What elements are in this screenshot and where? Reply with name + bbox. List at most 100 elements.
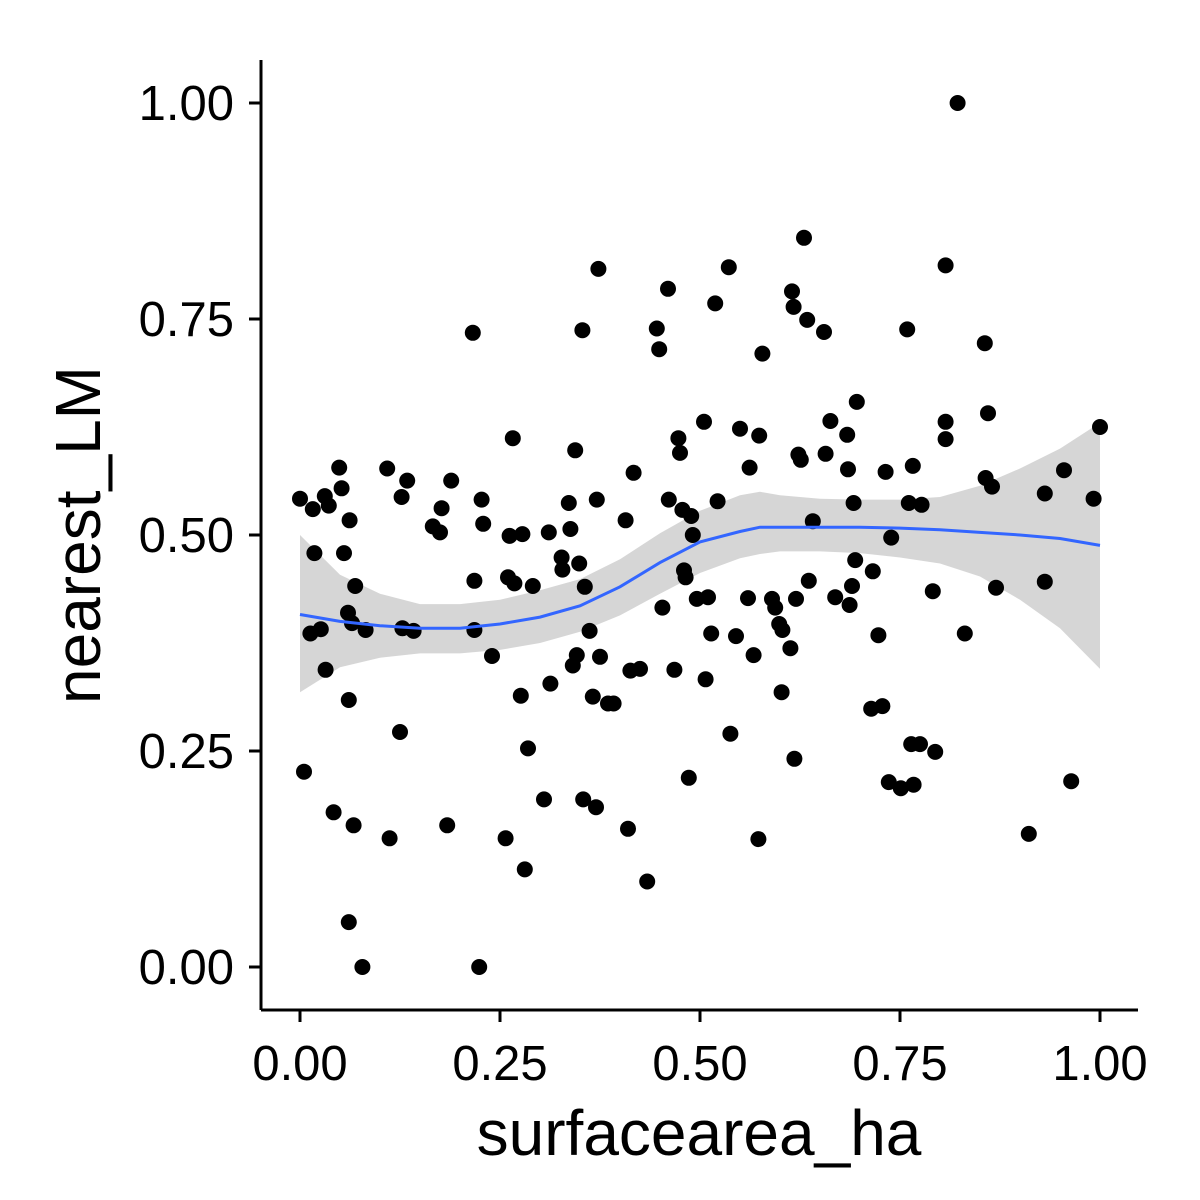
data-point bbox=[874, 698, 891, 715]
data-point bbox=[1020, 825, 1037, 842]
data-point bbox=[741, 459, 758, 476]
data-point bbox=[800, 572, 817, 589]
confidence-band-layer bbox=[300, 422, 1100, 693]
data-point bbox=[312, 621, 329, 638]
data-point bbox=[660, 491, 677, 508]
x-tick-label: 0.00 bbox=[252, 1037, 347, 1091]
data-point bbox=[648, 320, 665, 337]
data-point bbox=[433, 500, 450, 517]
data-point bbox=[464, 324, 481, 341]
data-point bbox=[864, 563, 881, 580]
data-point bbox=[632, 660, 648, 677]
data-point bbox=[892, 780, 909, 797]
data-point bbox=[804, 513, 821, 530]
y-tick-label: 0.75 bbox=[139, 293, 234, 347]
data-point bbox=[844, 578, 860, 594]
data-point bbox=[514, 526, 531, 543]
data-point bbox=[475, 515, 492, 532]
data-point bbox=[506, 575, 523, 592]
data-point bbox=[588, 799, 604, 816]
data-point bbox=[584, 688, 601, 705]
data-point bbox=[745, 647, 762, 664]
data-point bbox=[980, 405, 996, 422]
data-point bbox=[575, 791, 592, 808]
data-point bbox=[912, 736, 928, 753]
data-point bbox=[988, 579, 1004, 596]
data-point bbox=[840, 461, 856, 478]
data-point bbox=[466, 622, 483, 638]
data-point bbox=[504, 430, 521, 447]
data-point bbox=[1036, 573, 1053, 590]
data-point bbox=[672, 444, 688, 461]
data-point bbox=[883, 529, 900, 546]
data-point bbox=[683, 508, 700, 524]
smooth-line bbox=[299, 525, 1101, 630]
data-point bbox=[345, 817, 362, 834]
data-point bbox=[684, 527, 701, 543]
data-point bbox=[773, 684, 790, 701]
data-point bbox=[792, 451, 809, 468]
data-point bbox=[700, 589, 716, 606]
data-point bbox=[605, 695, 622, 712]
data-point bbox=[340, 914, 357, 931]
data-point bbox=[540, 524, 557, 541]
data-point bbox=[703, 625, 720, 642]
data-point bbox=[816, 324, 832, 340]
data-point bbox=[845, 495, 862, 511]
data-point bbox=[516, 861, 533, 878]
data-point bbox=[680, 769, 697, 786]
data-point bbox=[796, 229, 812, 246]
data-point bbox=[651, 341, 668, 358]
data-point bbox=[536, 791, 552, 808]
data-point bbox=[574, 322, 591, 339]
data-point bbox=[788, 590, 804, 607]
data-point bbox=[473, 491, 490, 508]
data-point bbox=[617, 512, 634, 529]
data-point bbox=[799, 311, 816, 328]
data-point bbox=[848, 393, 865, 410]
data-point bbox=[839, 426, 856, 443]
data-point bbox=[340, 692, 357, 708]
data-point bbox=[827, 589, 844, 606]
data-point bbox=[697, 671, 714, 688]
y-axis-title: nearest_LM bbox=[42, 366, 114, 704]
y-tick-label: 0.50 bbox=[139, 509, 234, 563]
data-point bbox=[654, 599, 671, 616]
data-point bbox=[822, 413, 839, 429]
data-point bbox=[1056, 462, 1072, 479]
data-point bbox=[581, 622, 598, 639]
data-point bbox=[520, 740, 536, 757]
data-point bbox=[984, 478, 1000, 495]
data-point bbox=[542, 675, 559, 692]
data-point bbox=[354, 959, 371, 975]
data-point bbox=[670, 430, 687, 447]
data-point bbox=[590, 260, 607, 277]
data-point bbox=[841, 597, 858, 613]
data-point bbox=[443, 472, 460, 489]
data-point bbox=[405, 622, 422, 639]
data-point bbox=[439, 817, 456, 834]
data-point bbox=[568, 647, 585, 664]
data-point bbox=[785, 298, 802, 315]
x-tick-label: 0.50 bbox=[652, 1037, 747, 1091]
data-point bbox=[331, 459, 348, 476]
data-point bbox=[677, 569, 694, 586]
data-point bbox=[304, 501, 321, 518]
data-point bbox=[317, 661, 334, 678]
data-point bbox=[784, 283, 800, 300]
data-point bbox=[913, 496, 930, 513]
data-point bbox=[320, 497, 337, 514]
x-tick-label: 1.00 bbox=[1052, 1037, 1147, 1091]
data-point bbox=[751, 427, 768, 444]
data-point bbox=[937, 413, 954, 430]
data-point bbox=[576, 578, 593, 595]
data-point bbox=[847, 552, 864, 569]
data-point bbox=[707, 295, 724, 312]
data-point bbox=[292, 490, 308, 507]
data-point bbox=[786, 750, 803, 767]
data-point bbox=[471, 959, 488, 975]
data-point bbox=[296, 763, 312, 780]
data-point bbox=[1036, 485, 1053, 502]
data-point bbox=[924, 583, 941, 600]
